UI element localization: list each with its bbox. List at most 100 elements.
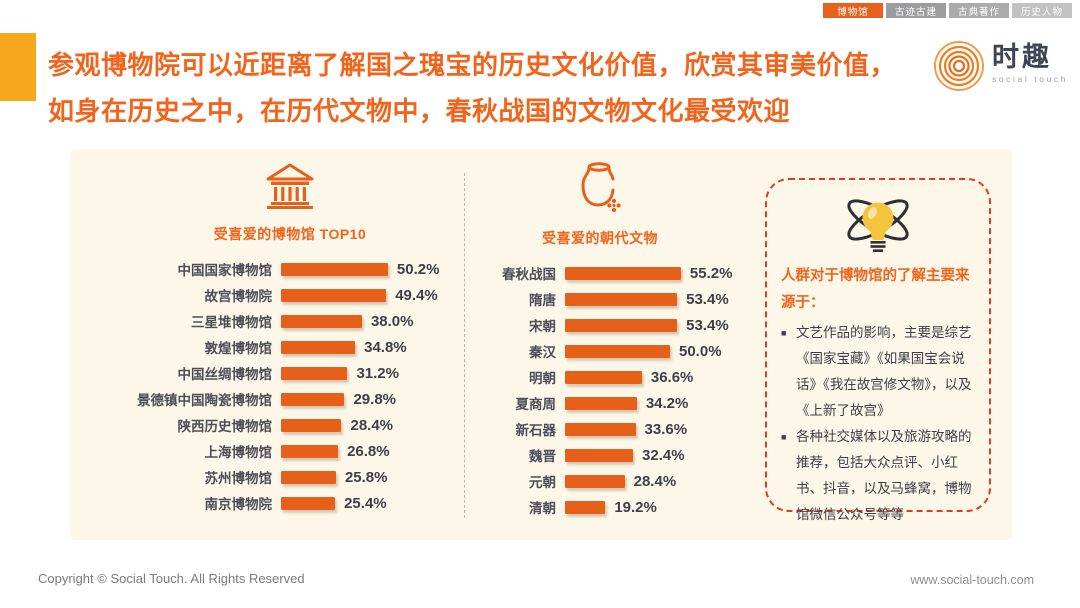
bar	[565, 292, 678, 306]
bar-value: 29.8%	[353, 390, 397, 408]
logo-name: 时趣	[992, 42, 1052, 72]
insight-bullet: ■ 文艺作品的影响，主要是综艺《国家宝藏》《如果国宝会说话》《我在故宫修文物》，…	[781, 320, 975, 424]
bar-row: 敦煌博物馆 34.8%	[100, 334, 480, 360]
bar-label: 秦汉	[529, 345, 556, 360]
copyright-text: Copyright © Social Touch. All Rights Res…	[38, 571, 305, 586]
bar-row: 清朝 19.2%	[470, 494, 760, 520]
dynasty-chart-rows: 春秋战国 55.2% 隋唐 53.4% 宋朝 53.4% 秦汉 50.0% 明朝 36.6…	[470, 260, 760, 520]
tab-museum[interactable]: 博物馆	[823, 3, 883, 18]
bar-label: 中国国家博物馆	[177, 263, 273, 278]
bar-value: 19.2%	[614, 498, 657, 516]
bar-label: 敦煌博物馆	[204, 341, 273, 356]
bar-label: 景德镇中国陶瓷博物馆	[137, 393, 272, 408]
bar	[281, 314, 362, 328]
bar-row: 元朝 28.4%	[470, 468, 760, 494]
bar-row: 夏商周 34.2%	[470, 390, 760, 416]
bar-value: 26.8%	[347, 442, 390, 460]
bar-value: 25.4%	[344, 494, 387, 512]
bar-row: 明朝 36.6%	[470, 364, 760, 390]
bar-row: 南京博物院 25.4%	[100, 490, 480, 516]
bullet-square-icon: ■	[781, 328, 787, 338]
bar-value: 32.4%	[642, 446, 685, 464]
bar	[281, 470, 336, 484]
bar-label: 上海博物馆	[204, 445, 273, 460]
bar-row: 景德镇中国陶瓷博物馆 29.8%	[100, 386, 480, 412]
bullet-text: 各种社交媒体以及旅游攻略的推荐，包括大众点评、小红书、抖音，以及马蜂窝，博物馆微…	[796, 429, 972, 522]
bar-value: 34.8%	[364, 338, 407, 356]
bar	[281, 366, 348, 380]
bar-row: 魏晋 32.4%	[470, 442, 760, 468]
bar-row: 秦汉 50.0%	[470, 338, 760, 364]
page-title-line1: 参观博物院可以近距离了解国之瑰宝的历史文化价值，欣赏其审美价值，	[48, 50, 897, 80]
bar	[281, 340, 356, 354]
bar-label: 隋唐	[529, 293, 556, 308]
bar-value: 55.2%	[689, 264, 733, 282]
bar-label: 新石器	[515, 423, 557, 438]
bar-value: 34.2%	[645, 394, 689, 412]
bar	[565, 474, 625, 488]
museum-icon	[100, 161, 480, 214]
bar-value: 28.4%	[633, 472, 677, 490]
bullet-square-icon: ■	[781, 432, 787, 442]
bar	[565, 370, 642, 384]
bar	[565, 344, 670, 358]
bar	[281, 288, 387, 302]
bar	[281, 392, 345, 406]
bar	[565, 422, 636, 436]
dynasty-relics-chart: 受喜爱的朝代文物 春秋战国 55.2% 隋唐 53.4% 宋朝 53.4% 秦汉 50.…	[470, 157, 760, 520]
dashed-divider	[464, 173, 465, 518]
tab-historic-buildings[interactable]: 古迹古建	[886, 3, 946, 18]
bar-value: 53.4%	[686, 290, 729, 308]
bar-row: 隋唐 53.4%	[470, 286, 760, 312]
tab-classic-works[interactable]: 古典著作	[949, 3, 1009, 18]
bar-row: 故宫博物院 49.4%	[100, 282, 480, 308]
bullet-text: 文艺作品的影响，主要是综艺《国家宝藏》《如果国宝会说话》《我在故宫修文物》，以及…	[796, 325, 972, 418]
brand-logo: 时趣 social touch	[933, 40, 1068, 97]
bar	[565, 266, 681, 280]
bar	[565, 448, 634, 462]
bar-label: 中国丝绸博物馆	[177, 367, 273, 382]
logo-concentric-circles-icon	[933, 40, 985, 97]
bar-value: 50.2%	[396, 260, 440, 278]
museums-chart-rows: 中国国家博物馆 50.2% 故宫博物院 49.4% 三星堆博物馆 38.0% 敦煌博物…	[100, 256, 480, 516]
bar	[281, 262, 388, 276]
insight-heading: 人群对于博物馆的了解主要来源于：	[781, 268, 970, 311]
category-tabbar: 博物馆 古迹古建 古典著作 历史人物	[823, 3, 1075, 18]
bar-row: 宋朝 53.4%	[470, 312, 760, 338]
bar-label: 明朝	[529, 371, 556, 386]
bar-row: 中国国家博物馆 50.2%	[100, 256, 480, 282]
bar-value: 36.6%	[650, 368, 694, 386]
bar-row: 三星堆博物馆 38.0%	[100, 308, 480, 334]
bar	[281, 496, 336, 510]
bar-row: 新石器 33.6%	[470, 416, 760, 442]
bar-label: 南京博物院	[204, 497, 273, 512]
bar-value: 38.0%	[370, 312, 414, 330]
bar-value: 33.6%	[644, 420, 688, 438]
bar-row: 中国丝绸博物馆 31.2%	[100, 360, 480, 386]
bar-row: 春秋战国 55.2%	[470, 260, 760, 286]
bar	[565, 318, 678, 332]
bar-row: 上海博物馆 26.8%	[100, 438, 480, 464]
bar-label: 夏商周	[515, 397, 557, 412]
bar	[281, 418, 342, 432]
bar-label: 故宫博物院	[204, 289, 273, 304]
dynasty-chart-title: 受喜爱的朝代文物	[542, 230, 658, 246]
bar-label: 宋朝	[529, 319, 556, 334]
tab-historic-figures[interactable]: 历史人物	[1012, 3, 1072, 18]
page-title-line2: 如身在历史之中，在历代文物中，春秋战国的文物文化最受欢迎	[48, 96, 791, 126]
bar-value: 28.4%	[350, 416, 394, 434]
page-title: 参观博物院可以近距离了解国之瑰宝的历史文化价值，欣赏其审美价值， 如身在历史之中…	[48, 42, 908, 134]
bar-label: 春秋战国	[502, 267, 556, 282]
charts-panel: 受喜爱的博物馆 TOP10 中国国家博物馆 50.2% 故宫博物院 49.4% 三星…	[70, 149, 1012, 540]
bar-label: 苏州博物馆	[204, 471, 273, 486]
bar	[281, 444, 339, 458]
website-text: www.social-touch.com	[910, 573, 1034, 587]
bar-value: 49.4%	[395, 286, 438, 304]
museums-chart-title: 受喜爱的博物馆 TOP10	[213, 226, 367, 242]
bar	[565, 396, 637, 410]
bar-label: 元朝	[529, 475, 556, 490]
bar-value: 25.8%	[344, 468, 388, 486]
bar-label: 清朝	[529, 501, 556, 516]
insight-box: 人群对于博物馆的了解主要来源于： ■ 文艺作品的影响，主要是综艺《国家宝藏》《如…	[765, 178, 991, 522]
logo-subtitle: social touch	[992, 74, 1069, 84]
